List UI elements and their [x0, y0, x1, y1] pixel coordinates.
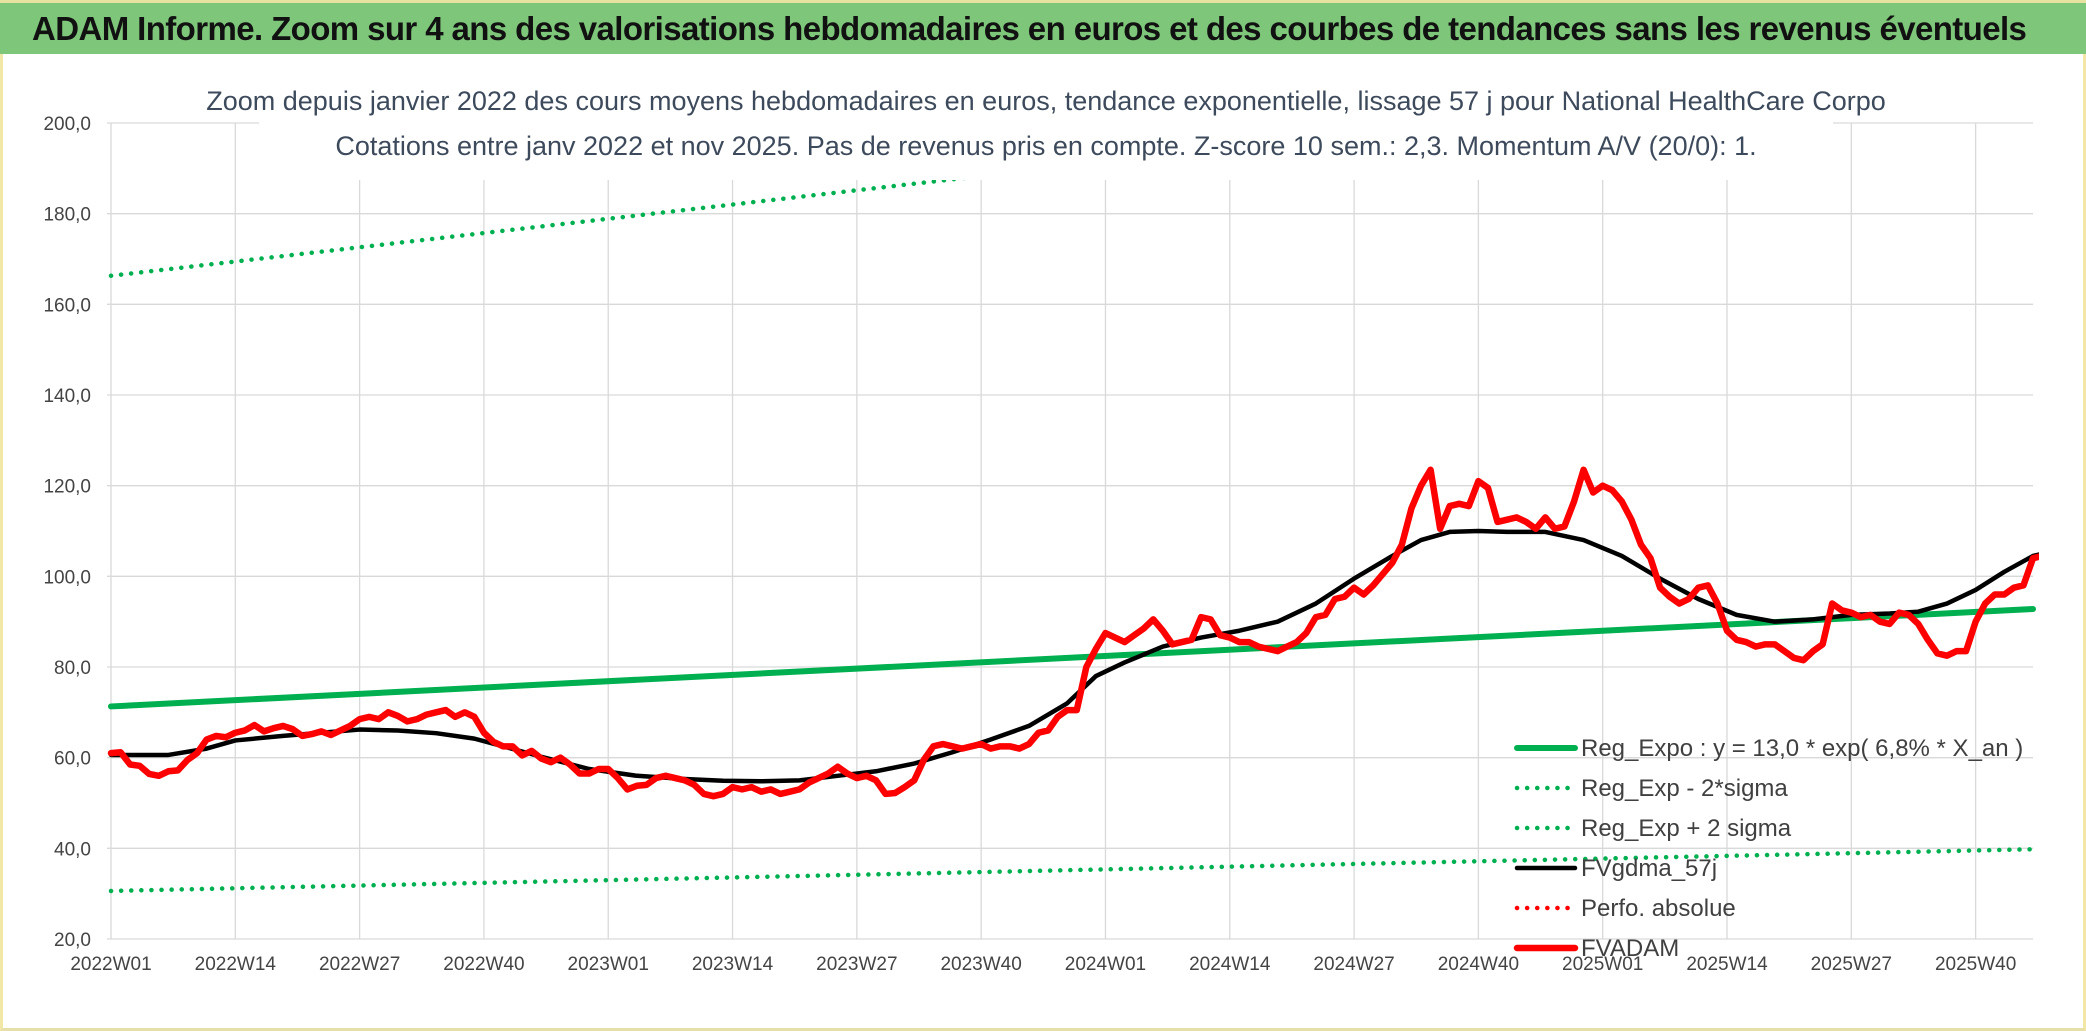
legend-label: Reg_Expo : y = 13,0 * exp( 6,8% * X_an ) — [1581, 735, 2023, 762]
legend-label: Perfo. absolue — [1581, 895, 1736, 922]
x-tick-label: 2022W40 — [443, 954, 524, 975]
y-tick-label: 200,0 — [43, 114, 91, 135]
series — [107, 123, 2039, 894]
x-tick-label: 2023W27 — [816, 954, 897, 975]
x-tick-label: 2024W01 — [1065, 954, 1146, 975]
y-tick-label: 100,0 — [43, 567, 91, 588]
y-tick-label: 140,0 — [43, 386, 91, 407]
x-tick-label: 2022W14 — [195, 954, 277, 975]
y-tick-label: 40,0 — [54, 839, 91, 860]
x-tick-label: 2024W14 — [1189, 954, 1271, 975]
y-tick-label: 20,0 — [54, 930, 91, 951]
y-tick-label: 120,0 — [43, 477, 91, 498]
y-tick-label: 160,0 — [43, 295, 91, 316]
legend-label: FVgdma_57j — [1581, 855, 1717, 882]
report-header: ADAM Informe. Zoom sur 4 ans des valoris… — [0, 0, 2086, 54]
y-tick-label: 80,0 — [54, 658, 91, 679]
x-tick-label: 2025W01 — [1562, 954, 1643, 975]
price-chart: 2022W01 2022W14 2022W27 2022W40 2023W01 2023W… — [43, 80, 2039, 975]
x-tick-label: 2022W27 — [319, 954, 400, 975]
x-tick-label: 2025W40 — [1935, 954, 2016, 975]
x-tick-label: 2024W40 — [1438, 954, 1519, 975]
x-tick-label: 2023W14 — [692, 954, 774, 975]
legend-label: Reg_Exp + 2 sigma — [1581, 815, 1792, 842]
chart-title: Zoom depuis janvier 2022 des cours moyen… — [206, 86, 1886, 116]
legend: Reg_Expo : y = 13,0 * exp( 6,8% * X_an )… — [1513, 735, 2023, 962]
x-tick-label: 2024W27 — [1313, 954, 1394, 975]
series-line-2 — [108, 123, 1464, 279]
x-tick-label: 2023W01 — [568, 954, 649, 975]
grid — [107, 122, 2033, 940]
x-tick-label: 2025W14 — [1686, 954, 1768, 975]
series-line-1 — [108, 846, 2036, 894]
series-line-0 — [108, 605, 2036, 710]
x-tick-label: 2023W40 — [940, 954, 1021, 975]
x-tick-label: 2022W01 — [70, 954, 151, 975]
title-background — [259, 80, 1833, 180]
x-axis: 2022W01 2022W14 2022W27 2022W40 2023W01 2023W… — [70, 954, 2016, 975]
y-axis: 20,0 40,0 60,0 80,0 100,0 120,0 140,0 160,0 180,… — [43, 114, 91, 951]
report-title: ADAM Informe. Zoom sur 4 ans des valoris… — [32, 10, 2027, 47]
x-tick-label: 2025W27 — [1811, 954, 1892, 975]
series-line-5 — [107, 466, 2039, 800]
series-line-3 — [108, 528, 2039, 784]
y-tick-label: 180,0 — [43, 205, 91, 226]
chart-title-block: Zoom depuis janvier 2022 des cours moyen… — [206, 80, 1886, 180]
legend-label: Reg_Exp - 2*sigma — [1581, 775, 1788, 802]
chart-subtitle: Cotations entre janv 2022 et nov 2025. P… — [335, 131, 1756, 161]
chart-panel: 2022W01 2022W14 2022W27 2022W40 2023W01 2023W… — [0, 54, 2086, 1031]
legend-label: FVADAM — [1581, 935, 1679, 962]
y-tick-label: 60,0 — [54, 749, 91, 770]
